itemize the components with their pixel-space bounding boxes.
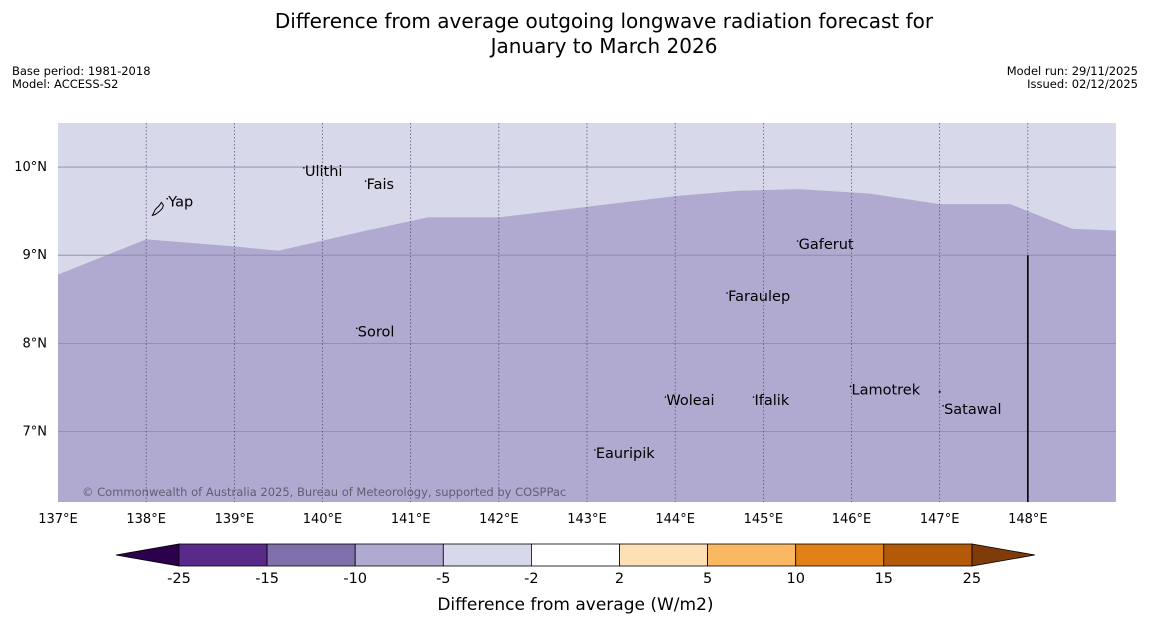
lat-tick-label: 10°N [14, 160, 47, 175]
colorbar-segment [442, 543, 532, 567]
base-period: Base period: 1981-2018 [12, 64, 151, 78]
colorbar-tick-label: -15 [255, 571, 279, 587]
island-marker [849, 385, 852, 388]
place-label-yap: Yap [167, 195, 193, 211]
lon-tick-label: 137°E [38, 512, 78, 527]
colorbar-tick-label: 25 [963, 571, 981, 587]
lon-tick-label: 138°E [126, 512, 166, 527]
island-marker [796, 240, 799, 242]
island-marker [594, 449, 596, 451]
chart-title: Difference from average outgoing longwav… [0, 9, 1150, 59]
colorbar-segment [707, 543, 797, 567]
lon-tick-label: 142°E [479, 512, 519, 527]
place-label-faraulep: Faraulep [728, 289, 790, 305]
island-marker [303, 167, 305, 169]
colorbar-segment [795, 543, 885, 567]
colorbar-under-extension [115, 543, 180, 567]
place-label-ulithi: Ulithi [305, 164, 343, 180]
lon-tick-label: 143°E [567, 512, 607, 527]
title-line-1: Difference from average outgoing longwav… [274, 9, 934, 33]
lat-tick-label: 7°N [23, 424, 48, 439]
colorbar-over-extension [971, 543, 1035, 567]
island-marker [938, 390, 941, 393]
place-label-woleai: Woleai [666, 393, 714, 409]
place-label-lamotrek: Lamotrek [852, 382, 921, 398]
colorbar-segment [883, 543, 973, 567]
lon-tick-label: 147°E [920, 512, 960, 527]
copyright-text: © Commonwealth of Australia 2025, Bureau… [82, 485, 566, 499]
colorbar-tick-label: -2 [524, 571, 538, 587]
colorbar-segment [266, 543, 356, 567]
lon-tick-label: 148°E [1008, 512, 1048, 527]
island-marker [364, 180, 367, 182]
title-line-2: January to March 2026 [490, 34, 718, 58]
island-marker [355, 327, 358, 330]
island-marker [664, 396, 667, 398]
model-name: Model: ACCESS-S2 [12, 77, 119, 91]
lon-tick-label: 146°E [832, 512, 872, 527]
lon-tick-label: 144°E [655, 512, 695, 527]
meta-right: Model run: 29/11/2025 Issued: 02/12/2025 [1007, 65, 1138, 91]
meta-left: Base period: 1981-2018 Model: ACCESS-S2 [12, 65, 151, 91]
colorbar-tick-label: 2 [615, 571, 624, 587]
lon-tick-label: 141°E [391, 512, 431, 527]
lon-tick-label: 145°E [744, 512, 784, 527]
colorbar-tick-label: 15 [875, 571, 893, 587]
island-marker [752, 396, 755, 398]
place-label-ifalik: Ifalik [755, 393, 790, 409]
place-label-satawal: Satawal [944, 402, 1001, 418]
colorbar-tick-label: 5 [703, 571, 712, 587]
lon-tick-label: 140°E [303, 512, 343, 527]
colorbar-tick-label: 10 [786, 571, 804, 587]
colorbar-segment [178, 543, 268, 567]
lon-tick-label: 139°E [215, 512, 255, 527]
colorbar-label: Difference from average (W/m2) [437, 595, 713, 615]
place-label-eauripik: Eauripik [596, 446, 655, 462]
colorbar-segment [531, 543, 620, 567]
island-marker [726, 292, 728, 294]
colorbar-tick-label: -5 [436, 571, 450, 587]
colorbar-tick-label: -25 [167, 571, 191, 587]
place-label-sorol: Sorol [358, 324, 395, 340]
yap-island-outline [151, 201, 164, 217]
colorbar-segment [354, 543, 444, 567]
island-marker [166, 197, 169, 200]
place-label-gaferut: Gaferut [799, 237, 854, 253]
place-label-fais: Fais [367, 177, 394, 193]
colorbar-segment [619, 543, 708, 567]
lat-tick-label: 8°N [23, 336, 48, 351]
colorbar-tick-label: -10 [343, 571, 367, 587]
model-run: Model run: 29/11/2025 [1006, 64, 1138, 78]
island-marker [942, 405, 944, 407]
issued-date: Issued: 02/12/2025 [1027, 77, 1138, 91]
lat-tick-label: 9°N [23, 248, 48, 263]
